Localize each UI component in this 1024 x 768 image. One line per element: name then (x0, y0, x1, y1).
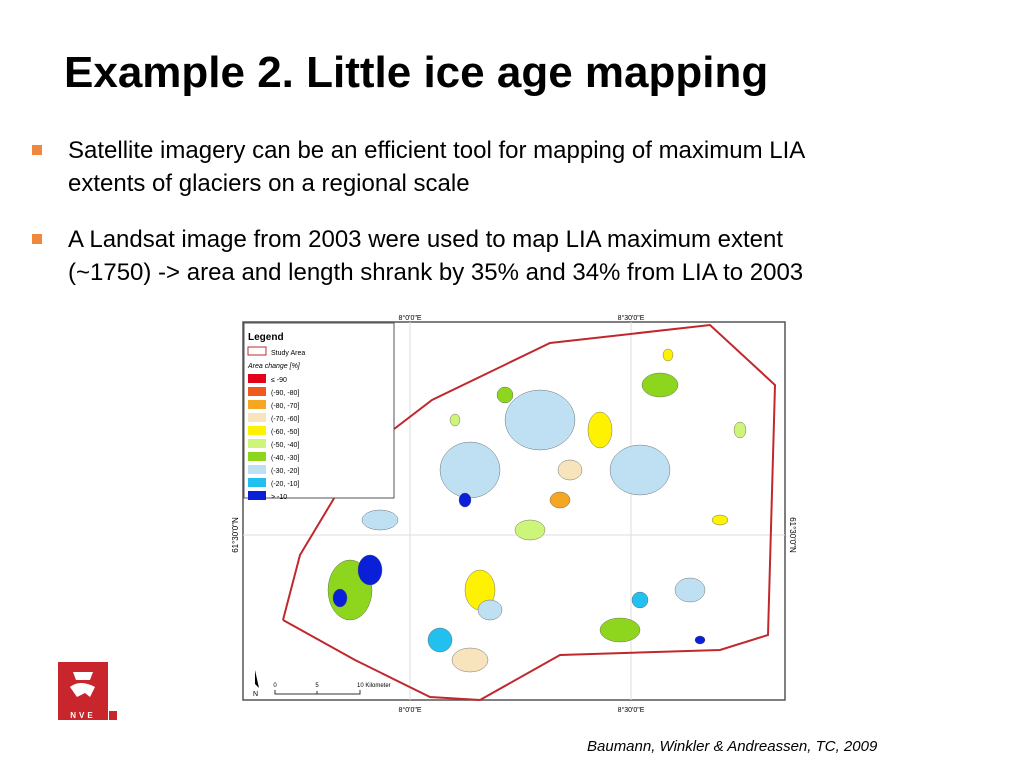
glacier-polygon (631, 591, 649, 609)
legend-title: Legend (248, 332, 284, 343)
legend-swatch (248, 465, 266, 474)
legend-swatch (248, 452, 266, 461)
legend-label: (-40, -30] (271, 455, 299, 462)
bullet-1-line-2: extents of glaciers on a regional scale (68, 170, 470, 197)
glacier-polygon (733, 421, 747, 439)
legend-area-change-label: Area change [%] (247, 363, 301, 370)
glacier-polygon (662, 348, 674, 362)
bullet-2: A Landsat image from 2003 were used to m… (68, 223, 968, 289)
legend-swatch (248, 491, 266, 500)
glacier-polygon (504, 389, 576, 451)
glacier-polygon (641, 372, 679, 398)
bullet-1: Satellite imagery can be an efficient to… (68, 134, 968, 200)
glacier-polygon (674, 577, 706, 603)
glacier-polygon (711, 514, 729, 526)
glacier-polygon (449, 413, 461, 427)
legend-label: (-30, -20] (271, 468, 299, 475)
bullet-2-line-2: (~1750) -> area and length shrank by 35%… (68, 259, 804, 286)
bullet-2-line-1: A Landsat image from 2003 were used to m… (68, 226, 784, 253)
glacier-polygon (587, 411, 613, 449)
legend-label: > -10 (271, 494, 287, 501)
lia-map: Legend Study Area Area change [%] ≤ -90 (… (231, 314, 797, 714)
bullet-1-line-1: Satellite imagery can be an efficient to… (68, 137, 806, 164)
bullet-marker (32, 145, 42, 155)
bottom-lon-label: 8°0'0"E (399, 706, 422, 714)
slide-title: Example 2. Little ice age mapping (64, 48, 769, 97)
glacier-polygon (514, 519, 546, 541)
glacier-polygon (609, 444, 671, 496)
glacier-polygon (694, 635, 706, 645)
legend-swatch (248, 387, 266, 396)
glacier-polygon (599, 617, 641, 643)
legend-swatch (248, 439, 266, 448)
right-lat-label: 61°30'0"N (788, 517, 797, 553)
legend-label: (-20, -10] (271, 481, 299, 488)
legend-label: (-50, -40] (271, 442, 299, 449)
left-lat-label: 61°30'0"N (231, 517, 240, 553)
glacier-polygon (458, 492, 472, 508)
legend-swatch (248, 413, 266, 422)
glacier-polygon (361, 509, 399, 531)
glacier-polygon (557, 459, 583, 481)
nve-logo: NVE (58, 662, 117, 720)
legend-swatch (248, 478, 266, 487)
legend-swatch (248, 400, 266, 409)
scale-tick: 10 Kilometer (357, 683, 391, 689)
legend-swatch (248, 426, 266, 435)
legend-study-area-swatch (247, 346, 267, 356)
glacier-polygon (477, 599, 503, 621)
legend-label: (-60, -50] (271, 429, 299, 436)
glacier-polygon (332, 588, 348, 608)
glacier-polygon (427, 627, 453, 653)
north-label: N (253, 691, 258, 698)
glacier-polygon (451, 647, 489, 673)
glacier-polygon (549, 491, 571, 509)
legend-swatch (248, 374, 266, 383)
legend-label: (-90, -80] (271, 390, 299, 397)
north-arrow-icon (255, 670, 259, 688)
citation: Baumann, Winkler & Andreassen, TC, 2009 (587, 738, 878, 755)
scale-tick: 0 (273, 683, 277, 689)
top-lon-label: 8°30'0"E (618, 314, 645, 322)
top-lon-label: 8°0'0"E (399, 314, 422, 322)
bullet-marker (32, 234, 42, 244)
glacier-polygon (496, 386, 514, 404)
svg-text:NVE: NVE (70, 711, 95, 720)
legend-study-area-label: Study Area (271, 350, 305, 357)
legend-label: (-80, -70] (271, 403, 299, 410)
glacier-polygon (357, 554, 383, 586)
legend-label: ≤ -90 (271, 377, 287, 384)
glacier-polygon (439, 441, 501, 499)
scale-tick: 5 (315, 683, 319, 689)
bottom-lon-label: 8°30'0"E (618, 706, 645, 714)
legend-label: (-70, -60] (271, 416, 299, 423)
